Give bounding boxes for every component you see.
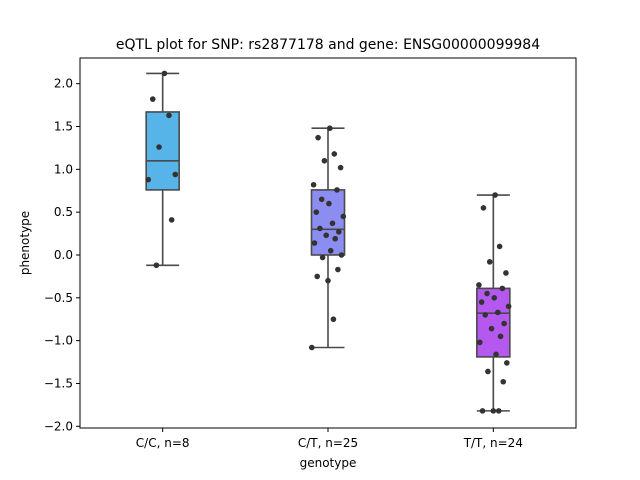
box-group	[145, 70, 180, 269]
data-point	[503, 270, 509, 276]
data-point	[325, 277, 331, 284]
data-point	[476, 282, 482, 288]
x-axis: C/C, n=8 C/T, n=25 T/T, n=24	[136, 428, 523, 450]
data-point	[482, 312, 489, 318]
plot-area	[145, 70, 512, 414]
data-point	[310, 181, 317, 188]
data-point	[334, 187, 340, 193]
y-tick-label: 1.0	[54, 162, 73, 176]
data-point	[485, 368, 491, 375]
data-point	[313, 209, 320, 215]
y-tick-label: 0.0	[54, 248, 73, 262]
data-point	[153, 262, 160, 269]
x-axis-label: genotype	[300, 456, 357, 470]
y-axis: −2.0 −1.5 −1.0 −0.5 0.0 0.5 1.0 1.5 2.0	[44, 77, 80, 433]
box-group	[476, 192, 512, 414]
data-point	[338, 252, 345, 258]
data-point	[490, 408, 497, 414]
data-point	[336, 229, 342, 235]
data-point	[479, 408, 486, 414]
data-point	[505, 303, 512, 310]
y-tick-label: −2.0	[44, 419, 73, 433]
data-point	[161, 70, 168, 77]
y-tick-label: −1.0	[44, 334, 73, 348]
data-point	[491, 295, 498, 301]
data-point	[330, 316, 337, 323]
data-point	[145, 176, 152, 183]
data-point	[501, 320, 507, 327]
data-point	[486, 259, 493, 265]
box	[310, 189, 346, 256]
data-point	[493, 351, 499, 358]
y-tick-label: 2.0	[54, 77, 73, 91]
data-point	[168, 217, 175, 223]
data-point	[495, 309, 501, 316]
data-point	[337, 164, 344, 171]
data-point	[497, 333, 504, 340]
data-point	[326, 200, 332, 207]
y-tick-label: −0.5	[44, 291, 73, 305]
x-tick-label: C/T, n=25	[298, 436, 358, 450]
data-point	[329, 220, 336, 227]
data-point	[327, 125, 333, 132]
data-point	[321, 157, 328, 164]
data-point	[156, 144, 162, 150]
box-group	[309, 125, 347, 351]
box	[145, 111, 180, 191]
data-point	[309, 344, 315, 351]
data-point	[318, 196, 325, 203]
data-point	[500, 378, 507, 385]
data-point	[480, 205, 487, 211]
y-tick-label: −1.5	[44, 376, 73, 390]
chart-title: eQTL plot for SNP: rs2877178 and gene: E…	[116, 37, 540, 53]
data-point	[484, 290, 490, 297]
data-point	[327, 247, 334, 254]
data-point	[504, 360, 510, 366]
y-tick-label: 1.5	[54, 120, 73, 134]
data-point	[492, 192, 498, 198]
data-point	[315, 134, 321, 141]
data-point	[488, 325, 495, 332]
data-point	[331, 151, 338, 157]
data-point	[477, 339, 483, 346]
data-point	[317, 225, 323, 232]
data-point	[323, 232, 330, 239]
data-point	[496, 243, 503, 250]
data-point	[499, 285, 506, 292]
data-point	[172, 171, 179, 178]
data-point	[478, 299, 485, 305]
data-point	[166, 112, 172, 119]
data-point	[335, 266, 341, 273]
data-point	[319, 254, 326, 261]
y-axis-label: phenotype	[18, 211, 32, 275]
x-tick-label: C/C, n=8	[136, 436, 190, 450]
data-point	[311, 240, 318, 246]
y-tick-label: 0.5	[54, 205, 73, 219]
data-point	[332, 235, 339, 242]
x-tick-label: T/T, n=24	[463, 436, 523, 450]
data-point	[314, 273, 321, 280]
data-point	[340, 213, 347, 220]
data-point	[495, 408, 502, 414]
data-point	[149, 96, 156, 102]
